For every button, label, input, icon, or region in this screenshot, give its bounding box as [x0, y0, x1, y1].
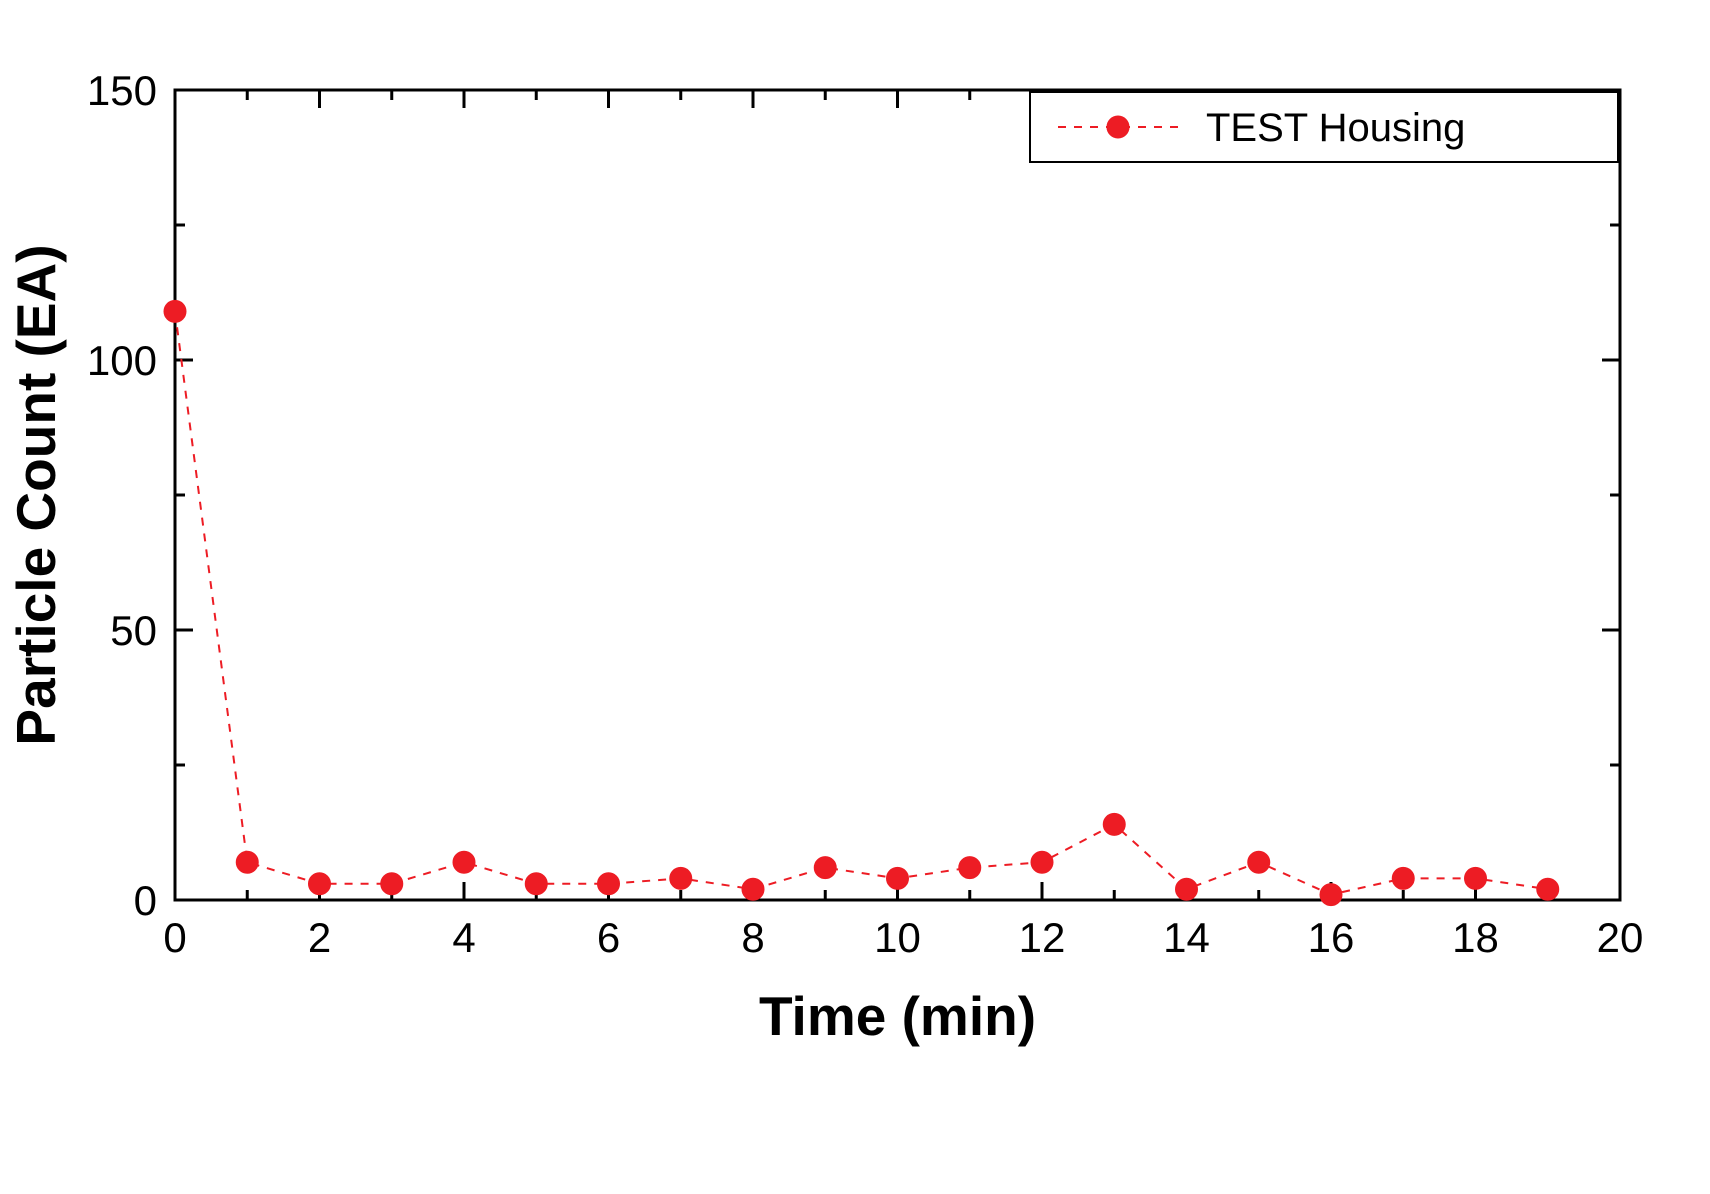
series-marker [1392, 867, 1414, 889]
series-marker [453, 851, 475, 873]
series-marker [1465, 867, 1487, 889]
x-tick-label: 20 [1597, 914, 1644, 961]
x-tick-label: 14 [1163, 914, 1210, 961]
series-marker [887, 867, 909, 889]
series-marker [236, 851, 258, 873]
x-tick-label: 0 [163, 914, 186, 961]
chart-container: 0 2 4 6 8 10 12 14 16 18 20 0 50 100 150 Time (min) Part… [0, 0, 1710, 1194]
series-marker [164, 300, 186, 322]
series-marker [1031, 851, 1053, 873]
series-marker [525, 873, 547, 895]
legend-marker [1107, 116, 1129, 138]
y-tick-label: 50 [110, 607, 157, 654]
series-marker [1176, 878, 1198, 900]
series-marker [1248, 851, 1270, 873]
x-tick-label: 6 [597, 914, 620, 961]
legend: TEST Housing [1030, 92, 1618, 162]
series-marker [814, 857, 836, 879]
legend-label: TEST Housing [1206, 106, 1465, 150]
x-tick-label: 16 [1308, 914, 1355, 961]
y-tick-label: 150 [87, 67, 157, 114]
x-tick-label: 12 [1019, 914, 1066, 961]
series-marker [670, 867, 692, 889]
y-tick-label: 0 [134, 877, 157, 924]
y-axis-title: Particle Count (EA) [5, 244, 67, 745]
series-marker [742, 878, 764, 900]
series-marker [1320, 884, 1342, 906]
series-marker [959, 857, 981, 879]
series-marker [381, 873, 403, 895]
x-axis-title: Time (min) [759, 985, 1036, 1047]
x-tick-label: 18 [1452, 914, 1499, 961]
series-marker [598, 873, 620, 895]
x-tick-label: 8 [741, 914, 764, 961]
series-marker [309, 873, 331, 895]
particle-count-chart: 0 2 4 6 8 10 12 14 16 18 20 0 50 100 150 Time (min) Part… [0, 0, 1710, 1194]
series-marker [1537, 878, 1559, 900]
x-tick-label: 10 [874, 914, 921, 961]
x-tick-label: 2 [308, 914, 331, 961]
series-marker [1103, 813, 1125, 835]
x-tick-label: 4 [452, 914, 475, 961]
y-tick-label: 100 [87, 337, 157, 384]
